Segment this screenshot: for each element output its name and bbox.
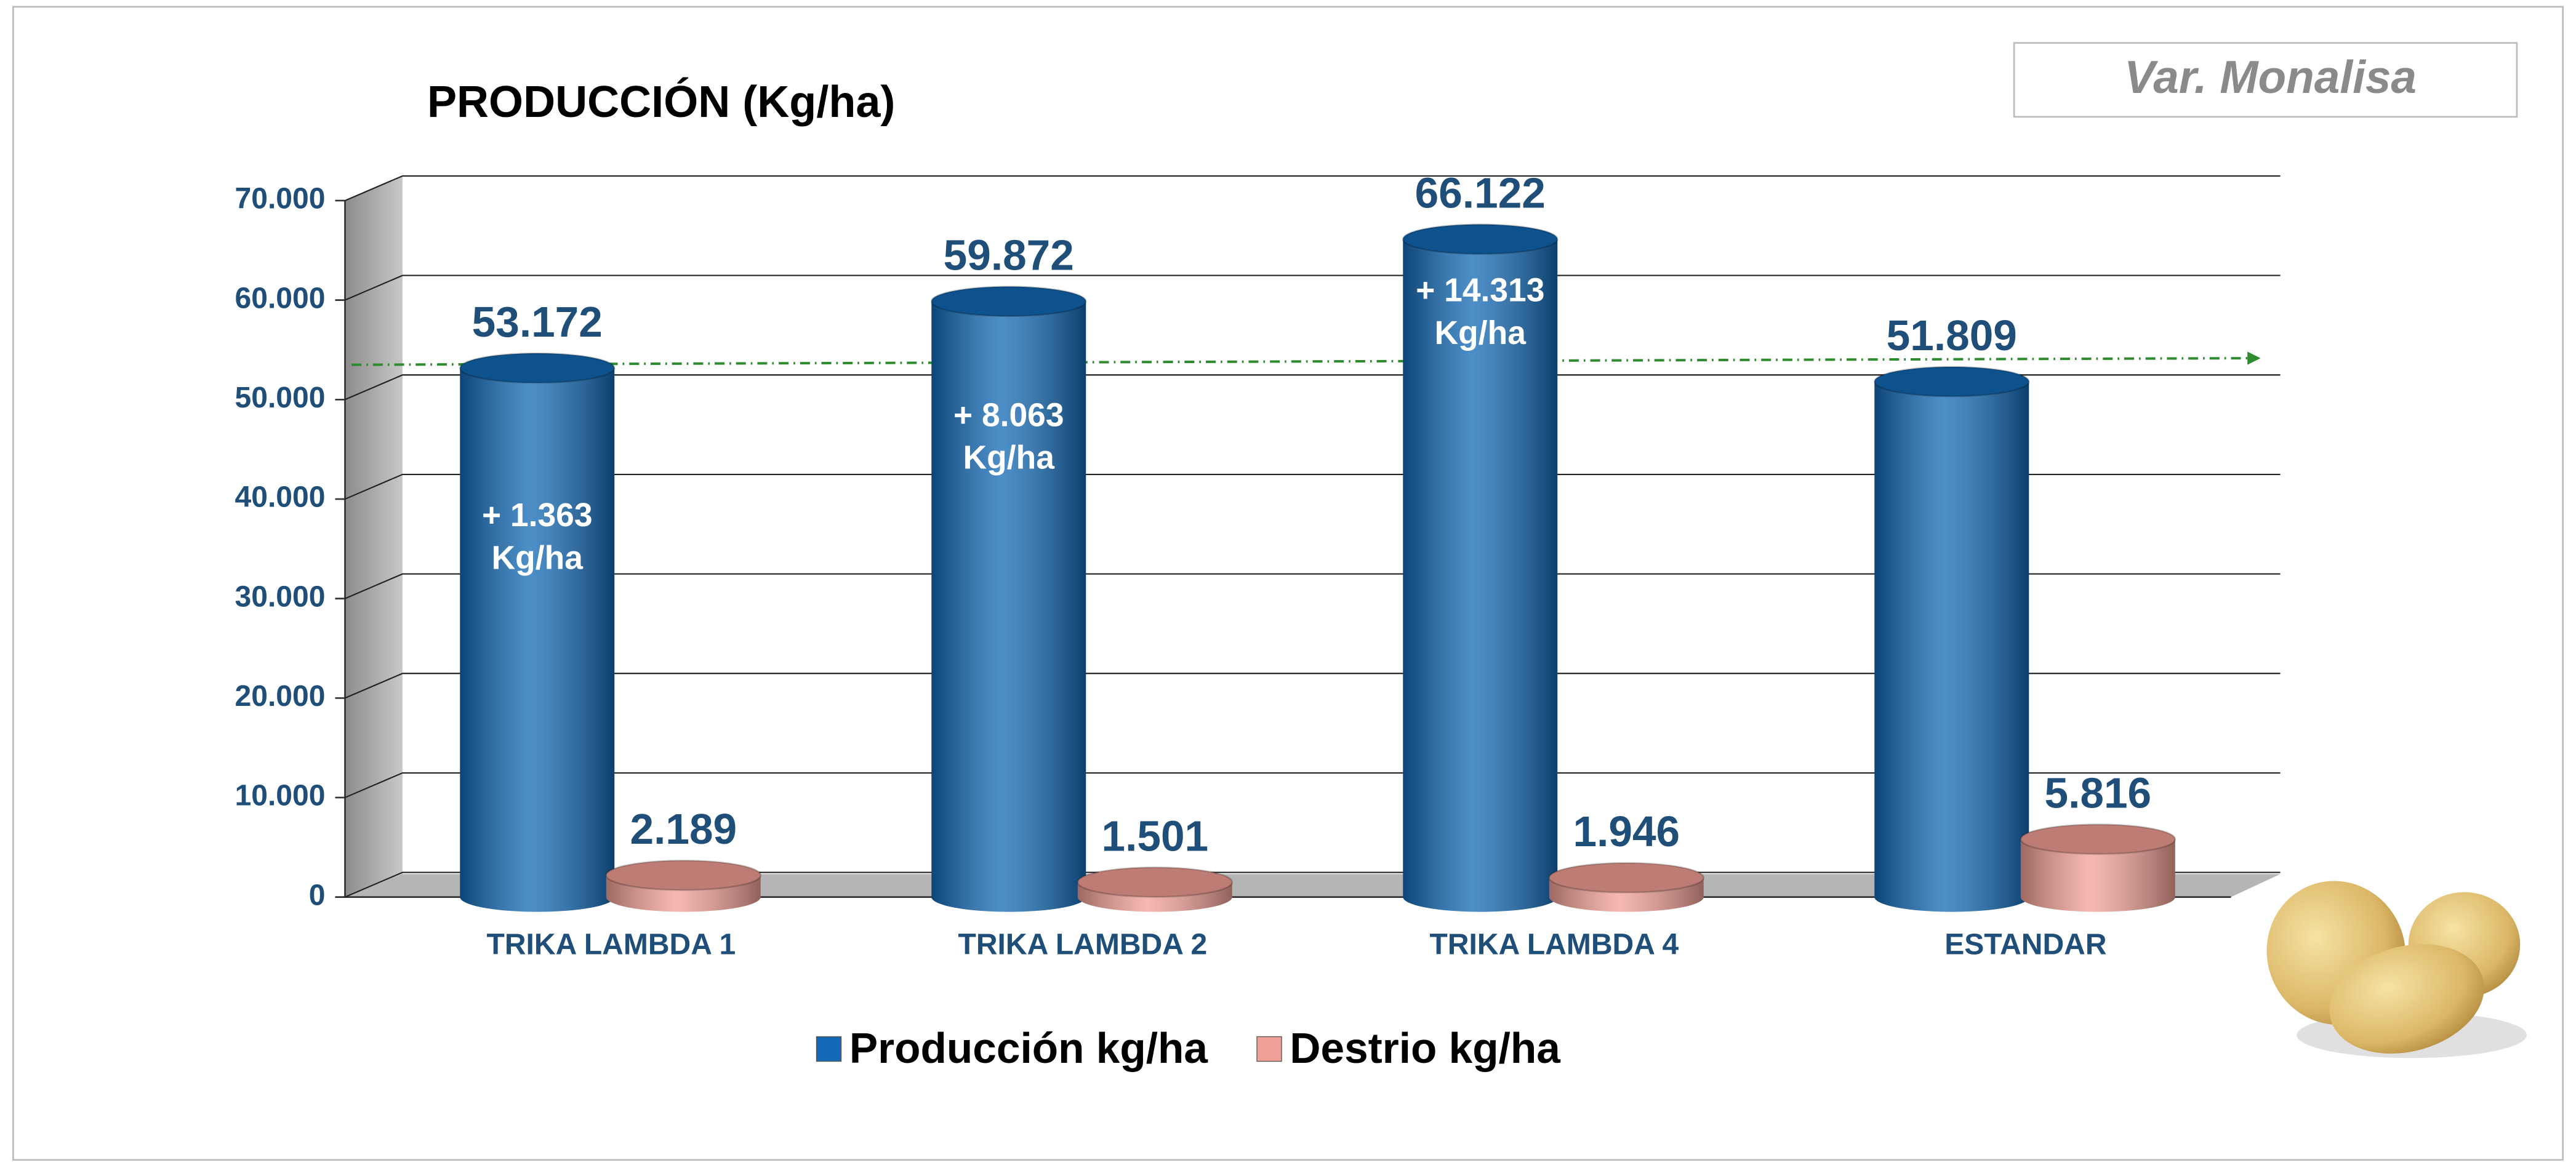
bar-top-shade [1403, 224, 1558, 254]
y-tick-label: 70.000 [235, 183, 326, 215]
data-label: 1.946 [1573, 807, 1680, 855]
data-label: 2.189 [630, 805, 737, 853]
data-label: 51.809 [1887, 311, 2017, 359]
reference-arrow [2247, 351, 2261, 365]
badge-box [2013, 42, 2518, 118]
reference-line [351, 357, 2251, 366]
annotation: + 1.363 [482, 497, 593, 534]
bar-top [2020, 823, 2177, 855]
x-tick-label: TRIKA LAMBDA 1 [487, 928, 736, 961]
bar-top [1874, 366, 2030, 398]
x-tick-label: ESTANDAR [1944, 928, 2106, 961]
plot: 0 10.000 20.000 30.000 40.000 50.000 60.000 70.… [235, 169, 2281, 961]
bar-top [930, 286, 1087, 318]
grid-line [345, 573, 2281, 599]
chart-title: PRODUCCIÓN (Kg/ha) [427, 77, 895, 127]
bar-top-shade [1549, 863, 1704, 893]
y-tick-label: 0 [309, 879, 326, 911]
floor [345, 874, 2281, 897]
data-label: 53.172 [472, 298, 603, 346]
bar-top [1402, 223, 1559, 255]
legend-swatch [816, 1036, 842, 1062]
bar-shade [931, 301, 1086, 912]
grid-line [345, 274, 2281, 301]
bar-top [605, 859, 762, 891]
grid-line [345, 374, 2281, 401]
y-tick-label: 50.000 [235, 382, 326, 414]
bar [1874, 366, 2030, 912]
data-label: 59.872 [944, 231, 1074, 279]
bar-top [459, 352, 616, 384]
bar-top-shade [606, 860, 761, 891]
badge: Var. Monalisa [2124, 51, 2417, 103]
data-label: 66.122 [1415, 169, 1546, 217]
bar-top-shade [931, 286, 1086, 316]
bar-shade [2020, 839, 2175, 912]
bar [605, 859, 762, 912]
x-tick-label: TRIKA LAMBDA 2 [958, 928, 1208, 961]
data-label: 1.501 [1102, 812, 1209, 860]
bar-shade [460, 368, 615, 912]
annotation: Kg/ha [1435, 315, 1527, 351]
left-wall [345, 175, 403, 897]
annotation: Kg/ha [492, 540, 584, 577]
bar-top [1548, 862, 1705, 894]
grid-line [345, 673, 2281, 699]
bar-shade [1874, 382, 2029, 912]
potato [2329, 944, 2484, 1054]
bar-shade [1403, 239, 1558, 912]
bar [1402, 223, 1559, 912]
bar-top-shade [460, 353, 615, 383]
data-label: 5.816 [2045, 769, 2152, 817]
bar [459, 352, 616, 912]
legend-label: Producción kg/ha [849, 1024, 1208, 1072]
x-tick-label: TRIKA LAMBDA 4 [1430, 928, 1679, 961]
bar-top-shade [1077, 867, 1232, 897]
y-tick-label: 10.000 [235, 780, 326, 812]
bar-top-shade [1874, 367, 2029, 397]
y-tick-label: 30.000 [235, 580, 326, 613]
bar-top [1077, 866, 1234, 898]
bar-top-shade [2020, 824, 2175, 854]
frame [12, 6, 2564, 1161]
bar [1077, 866, 1234, 912]
grid-line [345, 473, 2281, 500]
y-tick-label: 40.000 [235, 481, 326, 514]
bar [1548, 862, 1705, 912]
bar [2020, 823, 2177, 912]
annotation: Kg/ha [963, 440, 1056, 476]
grid-line [345, 772, 2281, 798]
bar [930, 286, 1087, 912]
annotation: + 14.313 [1416, 273, 1544, 309]
y-tick-label: 20.000 [235, 680, 326, 713]
legend-label: Destrio kg/ha [1290, 1024, 1561, 1072]
legend-swatch [1256, 1036, 1282, 1062]
y-tick-label: 60.000 [235, 282, 326, 314]
grid-line [345, 175, 2281, 201]
annotation: + 8.063 [953, 397, 1064, 433]
potatoes [2266, 881, 2527, 1059]
